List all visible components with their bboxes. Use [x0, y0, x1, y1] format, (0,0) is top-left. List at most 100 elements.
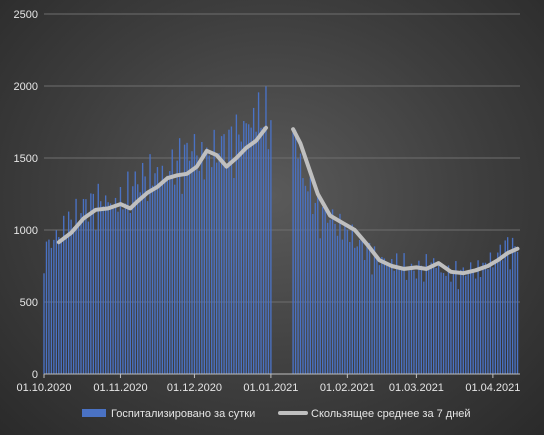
- bar-2021-01-20: [317, 191, 319, 374]
- bar-2020-10-17: [82, 198, 85, 374]
- bar-2021-03-28: [482, 262, 484, 374]
- bar-2020-10-26: [104, 195, 107, 374]
- legend-swatch-bars: [82, 409, 106, 417]
- x-tick-label-2020-11-01: 01.11.2020: [93, 382, 147, 394]
- bar-2020-12-05: [203, 179, 205, 374]
- bar-2021-04-10: [514, 246, 516, 374]
- bar-2021-03-25: [474, 278, 477, 374]
- bar-2021-04-11: [516, 251, 519, 374]
- bar-2020-10-10: [65, 235, 67, 374]
- bar-2020-10-05: [53, 239, 55, 374]
- bar-2021-03-27: [479, 276, 482, 374]
- bar-2020-12-26: [255, 131, 257, 374]
- bar-2021-02-20: [393, 270, 395, 374]
- bar-2020-12-10: [215, 162, 218, 374]
- bar-2020-10-29: [112, 207, 114, 374]
- bar-2020-12-08: [211, 167, 213, 374]
- bar-2020-11-25: [178, 138, 181, 374]
- bar-2020-11-10: [141, 162, 144, 374]
- bar-2021-03-23: [469, 262, 472, 374]
- bar-2021-03-06: [428, 269, 430, 374]
- bar-2021-02-18: [388, 266, 390, 374]
- moving-average-line-2: [291, 127, 520, 276]
- bar-2021-01-11: [294, 130, 297, 374]
- bar-2021-03-30: [487, 269, 489, 374]
- bar-2021-01-18: [312, 214, 314, 374]
- bar-2021-01-21: [319, 238, 321, 374]
- bar-2021-03-20: [462, 267, 464, 374]
- bar-2020-10-16: [80, 213, 82, 374]
- bar-2020-12-23: [248, 124, 250, 374]
- bar-2021-02-26: [408, 270, 410, 374]
- bar-2021-01-12: [297, 158, 299, 374]
- y-tick-label-2500: 2500: [14, 9, 38, 21]
- moving-average-line-1: [56, 125, 268, 245]
- bar-2020-11-28: [186, 142, 188, 374]
- bar-2020-10-11: [67, 211, 70, 374]
- bar-2021-01-28: [336, 235, 339, 374]
- bar-2021-04-01: [492, 267, 494, 374]
- bar-2020-11-05: [129, 212, 131, 374]
- bar-2020-11-24: [176, 160, 178, 374]
- bar-2021-03-04: [423, 281, 425, 374]
- bar-2020-12-01: [193, 134, 196, 374]
- bar-2020-12-12: [220, 136, 223, 374]
- x-tick-label-2021-02-01: 01.02.2021: [320, 382, 375, 394]
- bar-2021-01-16: [307, 191, 309, 374]
- bar-2020-12-31: [267, 149, 270, 374]
- bar-2021-03-12: [442, 272, 445, 374]
- bar-2020-11-13: [149, 154, 151, 374]
- bar-2020-10-03: [48, 239, 50, 374]
- bar-2021-02-16: [383, 258, 386, 374]
- bar-2020-11-26: [181, 193, 183, 374]
- bar-2021-03-31: [489, 252, 492, 374]
- bar-2021-03-15: [450, 281, 452, 374]
- bar-2021-04-03: [497, 252, 499, 374]
- bar-2021-02-02: [349, 241, 351, 374]
- bar-2021-02-28: [413, 270, 415, 374]
- x-tick-label-2021-01-01: 01.01.2021: [243, 382, 298, 394]
- bar-2021-01-31: [344, 222, 346, 374]
- bar-2021-02-13: [376, 258, 378, 374]
- bar-2020-10-02: [45, 241, 48, 374]
- bar-2020-12-18: [235, 114, 238, 374]
- bar-2021-01-17: [309, 177, 312, 374]
- bar-2021-03-02: [418, 260, 420, 374]
- bar-2021-02-23: [400, 269, 403, 374]
- bar-2020-11-02: [122, 209, 124, 374]
- bar-2021-01-29: [339, 213, 341, 374]
- bar-2020-11-15: [154, 173, 156, 374]
- bar-2021-02-15: [381, 256, 383, 374]
- bar-2021-01-10: [292, 129, 294, 374]
- bar-2021-03-24: [472, 270, 474, 374]
- bar-2020-12-20: [240, 141, 242, 374]
- bar-2020-10-12: [70, 219, 72, 374]
- bar-2021-04-08: [509, 269, 511, 374]
- bar-2021-01-19: [314, 202, 316, 374]
- bar-2021-03-08: [433, 258, 435, 374]
- bar-2020-12-03: [198, 170, 201, 374]
- bar-2020-12-30: [265, 86, 267, 374]
- y-tick-label-1500: 1500: [14, 153, 38, 165]
- bar-2020-11-06: [132, 186, 134, 374]
- bar-2021-04-06: [504, 240, 506, 374]
- bar-2021-02-27: [410, 263, 413, 374]
- bar-2021-02-19: [391, 259, 393, 374]
- bar-2021-01-24: [326, 222, 329, 374]
- bar-2021-04-07: [506, 237, 509, 374]
- bar-2021-03-03: [420, 265, 423, 374]
- bar-2020-10-13: [72, 227, 75, 374]
- bar-2020-11-03: [124, 203, 127, 374]
- bar-2020-10-25: [102, 206, 104, 374]
- x-tick-label-2021-03-01: 01.03.2021: [389, 382, 444, 394]
- bar-2021-01-01: [270, 120, 272, 374]
- bar-2020-10-22: [95, 230, 97, 374]
- bar-2020-12-22: [245, 123, 247, 374]
- bar-2021-03-13: [445, 275, 447, 374]
- bar-2021-01-15: [304, 185, 307, 374]
- bar-2021-01-13: [299, 153, 302, 374]
- bar-2020-11-22: [171, 149, 173, 374]
- x-tick-label-2020-12-01: 01.12.2020: [167, 382, 222, 394]
